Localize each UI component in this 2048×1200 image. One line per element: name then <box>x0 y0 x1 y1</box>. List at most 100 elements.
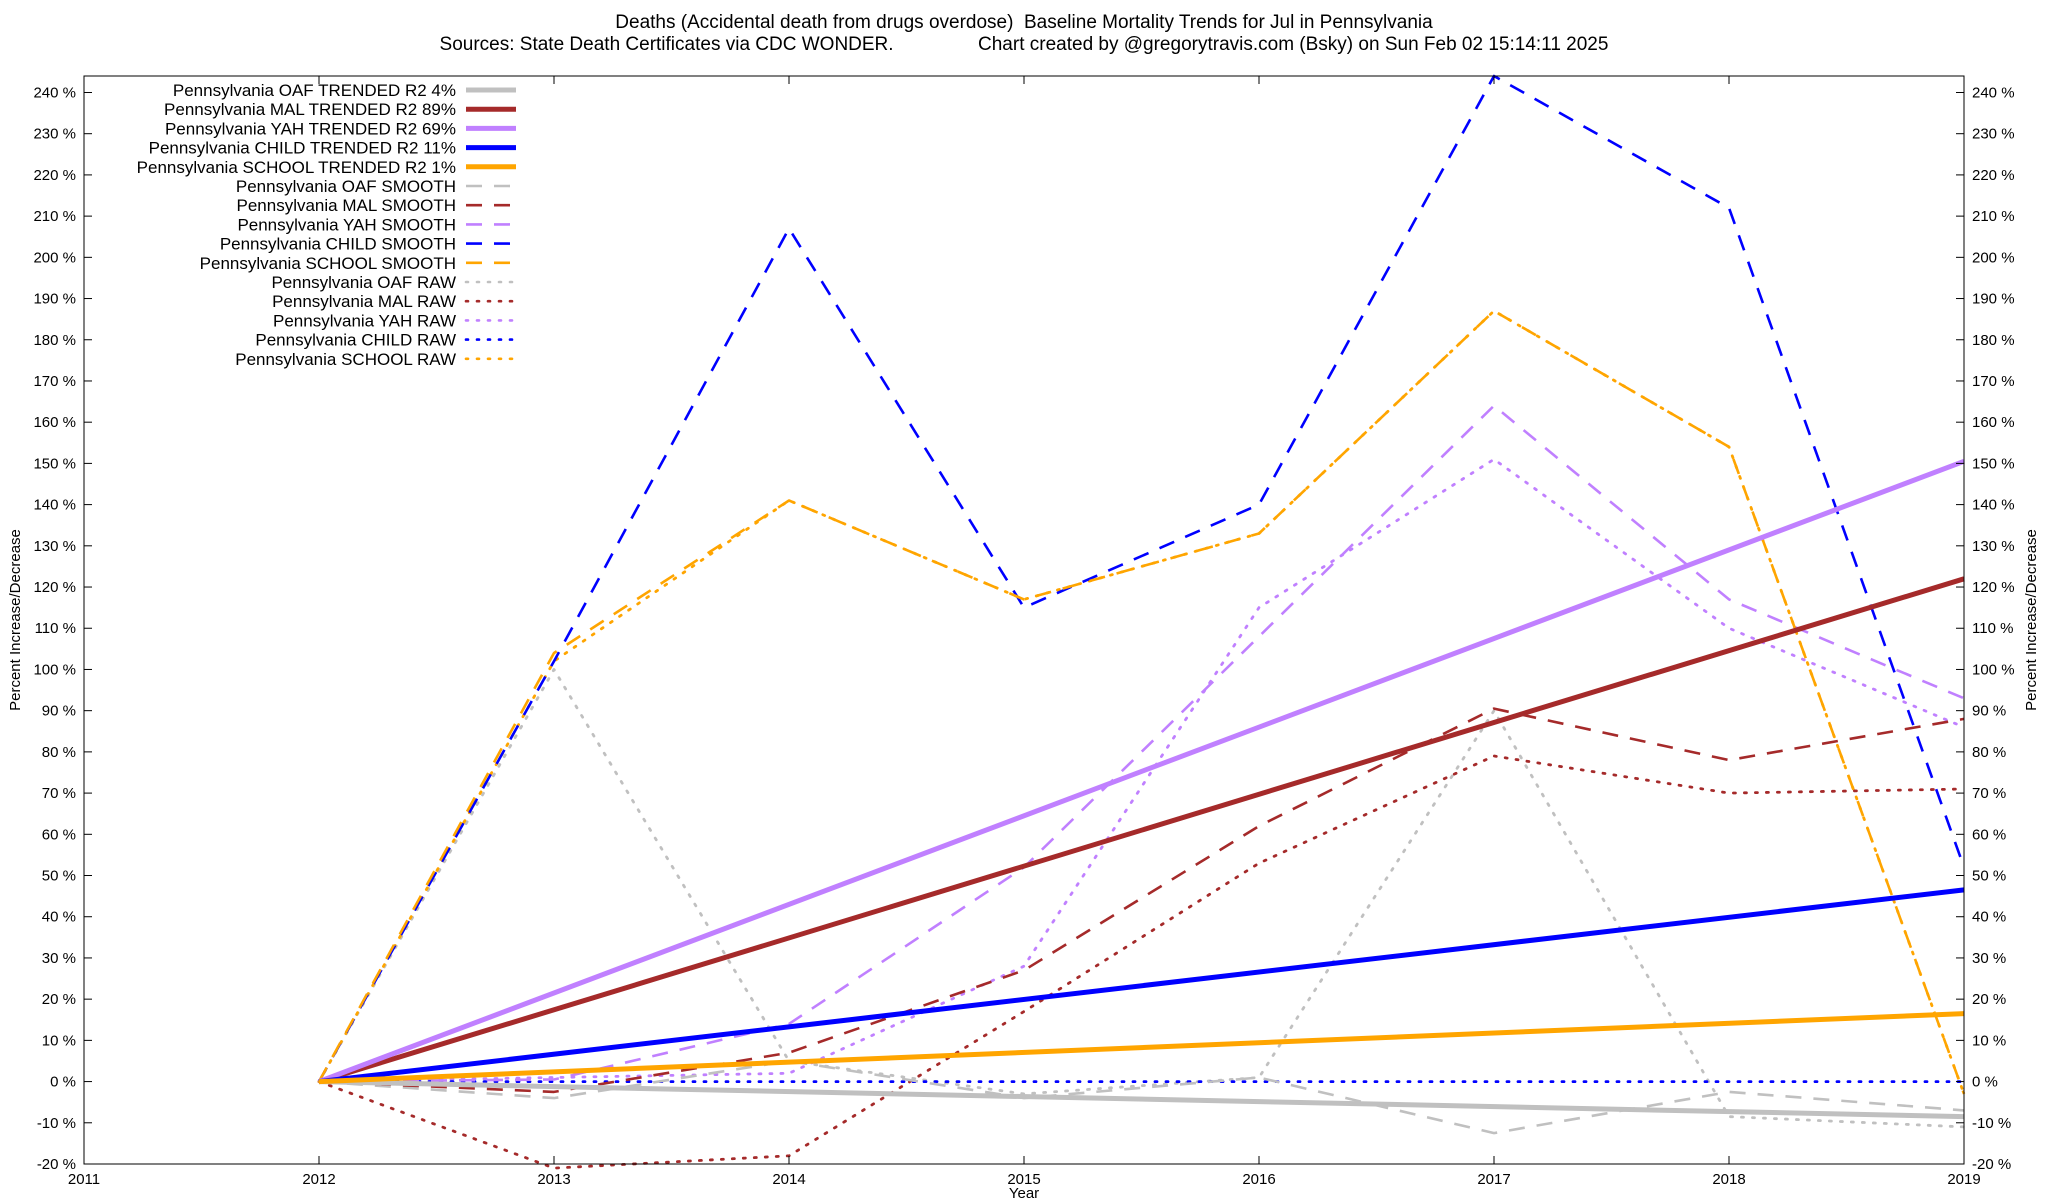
y2-tick-label: 70 % <box>1972 785 2006 802</box>
y-tick-label: 160 % <box>33 414 76 431</box>
y2-tick-label: 40 % <box>1972 909 2006 926</box>
legend-label: Pennsylvania MAL RAW <box>272 292 456 311</box>
legend: Pennsylvania OAF TRENDED R2 4%Pennsylvan… <box>137 81 518 369</box>
y-tick-label: 110 % <box>35 620 76 637</box>
y-tick-label: 130 % <box>33 538 76 555</box>
series-line-oaf-trended <box>318 1079 1965 1120</box>
y-tick-label: -20 % <box>37 1156 76 1173</box>
y-tick-label: 200 % <box>33 249 76 266</box>
y-tick-label: 40 % <box>42 909 76 926</box>
y2-tick-label: 10 % <box>1972 1032 2006 1049</box>
y2-tick-label: 30 % <box>1972 950 2006 967</box>
y2-tick-label: 50 % <box>1972 868 2006 885</box>
y2-tick-label: 160 % <box>1972 414 2015 431</box>
y-tick-label: 20 % <box>42 991 76 1008</box>
y-tick-label: 190 % <box>33 291 76 308</box>
x-tick-label: 2011 <box>68 1171 100 1188</box>
series-line-school-raw <box>317 309 1966 1096</box>
y-tick-label: 10 % <box>42 1032 76 1049</box>
y2-tick-label: 0 % <box>1972 1074 1998 1091</box>
x-tick-label: 2012 <box>302 1171 335 1188</box>
series-line-school-smooth <box>317 309 1966 1095</box>
legend-label: Pennsylvania CHILD TRENDED R2 11% <box>149 139 456 158</box>
series-layer <box>317 74 1966 1170</box>
x-tick-label: 2016 <box>1242 1171 1275 1188</box>
y2-tick-label: 100 % <box>1972 661 2015 678</box>
legend-label: Pennsylvania YAH SMOOTH <box>237 215 456 234</box>
x-tick-label: 2017 <box>1477 1171 1510 1188</box>
y2-tick-label: 80 % <box>1972 744 2006 761</box>
x-tick-label: 2019 <box>1947 1171 1980 1188</box>
y-tick-label: 50 % <box>42 868 76 885</box>
series-line-child-smooth <box>317 74 1966 1083</box>
y2-tick-label: 140 % <box>1972 497 2015 514</box>
y2-tick-label: 240 % <box>1972 84 2015 101</box>
y-tick-label: 80 % <box>42 744 76 761</box>
y2-tick-label: 190 % <box>1972 291 2015 308</box>
y-tick-label: 30 % <box>42 950 76 967</box>
chart-title: Deaths (Accidental death from drugs over… <box>615 12 1433 33</box>
legend-label: Pennsylvania YAH TRENDED R2 69% <box>165 119 456 138</box>
series-line-mal-smooth <box>318 707 1965 1094</box>
series-line-oaf-raw <box>317 668 1966 1129</box>
y-tick-label: 70 % <box>42 785 76 802</box>
y-tick-label: 90 % <box>42 703 76 720</box>
y2-tick-label: 60 % <box>1972 826 2006 843</box>
y-tick-label: 60 % <box>42 826 76 843</box>
y-tick-label: 230 % <box>33 126 76 143</box>
legend-label: Pennsylvania MAL TRENDED R2 89% <box>164 100 456 119</box>
series-line-yah-smooth <box>318 404 1965 1083</box>
chart-subtitle: Sources: State Death Certificates via CD… <box>439 34 1609 55</box>
y-tick-label: 100 % <box>33 661 76 678</box>
legend-label: Pennsylvania CHILD SMOOTH <box>220 235 456 254</box>
series-line-yah-raw <box>317 457 1966 1083</box>
y2-tick-label: 120 % <box>1972 579 2015 596</box>
series-line-mal-raw <box>317 754 1966 1170</box>
y-axis-label: Percent Increase/Decrease <box>7 529 24 711</box>
x-tick-label: 2018 <box>1712 1171 1745 1188</box>
legend-label: Pennsylvania OAF SMOOTH <box>236 177 456 196</box>
y2-tick-label: 230 % <box>1972 126 2015 143</box>
x-tick-label: 2014 <box>772 1171 805 1188</box>
legend-label: Pennsylvania SCHOOL SMOOTH <box>200 254 456 273</box>
y2-tick-label: 210 % <box>1972 208 2015 225</box>
y2-tick-label: 90 % <box>1972 703 2006 720</box>
y2-tick-label: 20 % <box>1972 991 2006 1008</box>
series-line-yah-trended <box>318 458 1965 1084</box>
legend-label: Pennsylvania YAH RAW <box>273 311 456 330</box>
legend-label: Pennsylvania CHILD RAW <box>255 331 456 350</box>
y2-tick-label: 150 % <box>1972 455 2015 472</box>
x-axis-label: Year <box>1009 1185 1039 1200</box>
x-tick-label: 2015 <box>1007 1171 1040 1188</box>
y-tick-label: 240 % <box>33 84 76 101</box>
legend-label: Pennsylvania MAL SMOOTH <box>237 196 457 215</box>
y2-tick-label: 170 % <box>1972 373 2015 390</box>
y-tick-label: -10 % <box>37 1115 76 1132</box>
y2-tick-label: 110 % <box>1972 620 2013 637</box>
x-tick-label: 2013 <box>537 1171 570 1188</box>
series-line-child-trended <box>318 887 1965 1085</box>
y2-tick-label: -10 % <box>1972 1115 2011 1132</box>
y2-tick-label: -20 % <box>1972 1156 2011 1173</box>
legend-label: Pennsylvania SCHOOL TRENDED R2 1% <box>137 158 456 177</box>
y-tick-label: 170 % <box>33 373 76 390</box>
y-tick-label: 180 % <box>33 332 76 349</box>
legend-label: Pennsylvania OAF RAW <box>271 273 456 292</box>
series-line-oaf-smooth <box>318 1059 1965 1135</box>
y2-tick-label: 180 % <box>1972 332 2015 349</box>
y-tick-label: 210 % <box>33 208 76 225</box>
y-tick-label: 140 % <box>33 497 76 514</box>
y2-tick-label: 130 % <box>1972 538 2015 555</box>
y2-tick-label: 200 % <box>1972 249 2015 266</box>
legend-label: Pennsylvania OAF TRENDED R2 4% <box>173 81 456 100</box>
series-line-mal-trended <box>318 576 1965 1084</box>
legend-label: Pennsylvania SCHOOL RAW <box>235 350 456 369</box>
y-tick-label: 220 % <box>33 167 76 184</box>
y-tick-label: 120 % <box>33 579 76 596</box>
y2-axis-label: Percent Increase/Decrease <box>2023 529 2040 711</box>
series-line-school-trended <box>318 1011 1965 1085</box>
axis-ticks: 2011 2012 2013 2014 2015 2016 2017 2018 2019-20 … <box>33 76 2015 1188</box>
y2-tick-label: 220 % <box>1972 167 2015 184</box>
y-tick-label: 150 % <box>33 455 76 472</box>
